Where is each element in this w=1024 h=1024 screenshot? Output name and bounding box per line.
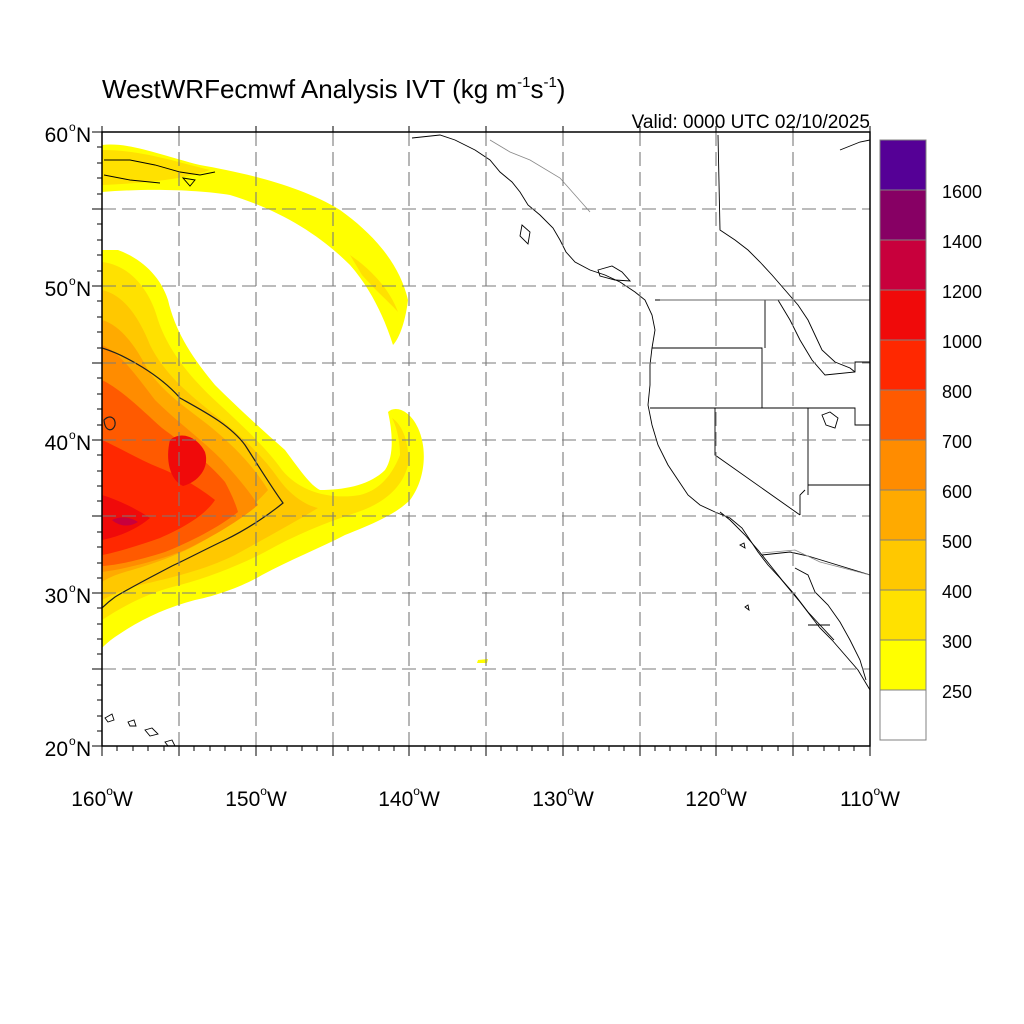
graticule xyxy=(102,132,870,746)
colorbar-level-label: 500 xyxy=(942,532,972,552)
colorbar-swatch xyxy=(879,339,927,391)
ivt-isolated-cell xyxy=(477,659,488,663)
ivt-contour-line xyxy=(102,347,284,609)
colorbar-swatch xyxy=(879,189,927,241)
lat-degree-symbol: o xyxy=(69,581,76,595)
lat-label-60: 60 xyxy=(45,124,68,147)
longitude-labels: 160oW 150oW 140oW 130oW 120oW 110oW xyxy=(71,784,900,811)
colorbar-level-label: 1600 xyxy=(942,182,982,202)
colorbar: 250 300 400 500 600 700 800 1000 1200 1400 1600 xyxy=(879,139,982,741)
lat-degree-symbol: o xyxy=(69,734,76,748)
lat-degree-symbol: o xyxy=(69,428,76,442)
lat-hemi-50: N xyxy=(76,278,91,301)
lon-label-120: 120oW xyxy=(685,784,747,811)
valid-time-label: Valid: 0000 UTC 02/10/2025 xyxy=(632,112,870,133)
lat-hemi-40: N xyxy=(76,432,91,455)
lon-label-140: 140oW xyxy=(378,784,440,811)
colorbar-swatch xyxy=(879,389,927,441)
map-title: WestWRFecmwf Analysis IVT (kg m-1s-1) xyxy=(102,74,565,104)
coastlines xyxy=(103,134,870,746)
lon-label-130: 130oW xyxy=(532,784,594,811)
colorbar-swatch xyxy=(879,539,927,591)
colorbar-level-label: 250 xyxy=(942,682,972,702)
axis-ticks xyxy=(92,126,871,756)
colorbar-level-label: 800 xyxy=(942,382,972,402)
colorbar-swatch xyxy=(879,639,927,691)
colorbar-swatch xyxy=(879,689,927,741)
colorbar-swatch xyxy=(879,589,927,641)
country-border xyxy=(489,139,870,576)
lat-label-40: 40 xyxy=(45,432,68,455)
map-panel xyxy=(102,132,870,746)
lon-label-160: 160oW xyxy=(71,784,133,811)
lon-label-150: 150oW xyxy=(225,784,287,811)
lon-label-110: 110oW xyxy=(840,784,900,811)
lat-degree-symbol: o xyxy=(69,120,76,134)
latitude-labels: 60 o N 50 o N 40 o N 30 o N 20 o N xyxy=(45,120,92,761)
colorbar-level-label: 300 xyxy=(942,632,972,652)
lat-hemi-20: N xyxy=(76,738,91,761)
lat-hemi-60: N xyxy=(76,124,91,147)
colorbar-level-label: 600 xyxy=(942,482,972,502)
lat-label-50: 50 xyxy=(45,278,68,301)
lat-degree-symbol: o xyxy=(69,274,76,288)
lat-hemi-30: N xyxy=(76,585,91,608)
colorbar-level-label: 1000 xyxy=(942,332,982,352)
colorbar-level-label: 1400 xyxy=(942,232,982,252)
colorbar-swatch xyxy=(879,289,927,341)
colorbar-level-label: 700 xyxy=(942,432,972,452)
colorbar-level-label: 400 xyxy=(942,582,972,602)
lat-label-20: 20 xyxy=(45,738,68,761)
lat-label-30: 30 xyxy=(45,585,68,608)
ivt-contour-ring xyxy=(103,416,116,431)
colorbar-level-label: 1200 xyxy=(942,282,982,302)
colorbar-swatch xyxy=(879,489,927,541)
ivt-north-band xyxy=(102,144,408,345)
colorbar-swatch xyxy=(879,239,927,291)
colorbar-swatch xyxy=(879,139,927,191)
colorbar-swatch xyxy=(879,439,927,491)
